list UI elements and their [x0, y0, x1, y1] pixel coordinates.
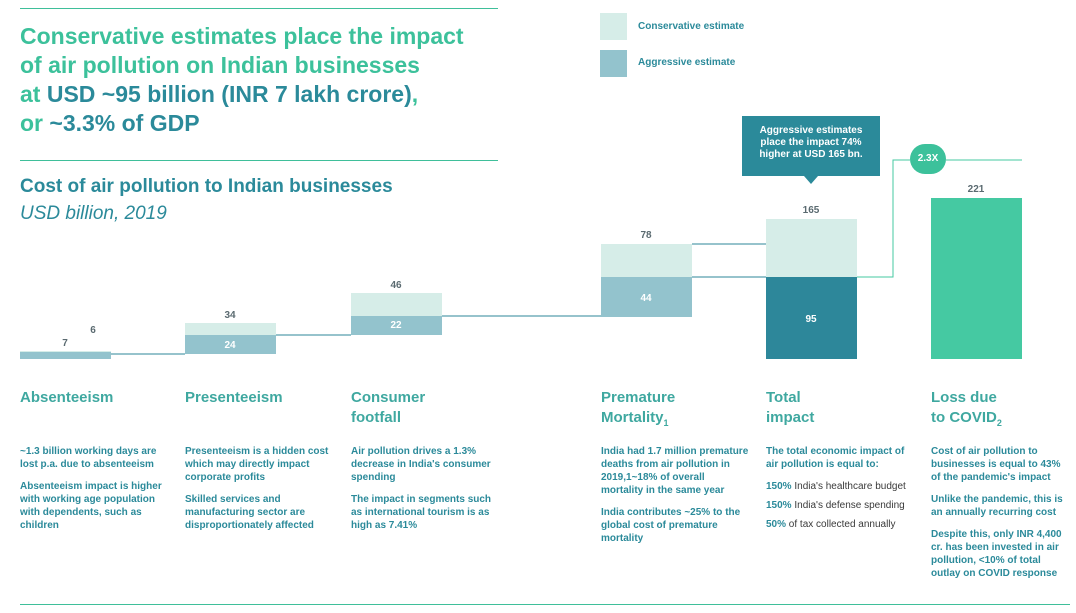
- callout-line-3: higher at USD 165 bn.: [759, 149, 863, 160]
- legend-swatch-conservative: [600, 13, 627, 40]
- headline-line-2: of air pollution on Indian businesses: [20, 52, 420, 78]
- col-title-loss-due-to-covid: Loss due to COVID2: [931, 388, 1002, 433]
- col-para: Unlike the pandemic, this is an annually…: [931, 494, 1063, 518]
- mid-divider: [20, 160, 498, 161]
- connector-to-covid: [857, 159, 910, 278]
- value-label: 165: [803, 205, 820, 216]
- value-label: 78: [640, 230, 652, 241]
- aggressive-callout: Aggressive estimates place the impact 74…: [742, 116, 880, 176]
- col-title-line: Premature: [601, 389, 676, 406]
- value-label: 221: [968, 184, 985, 195]
- value-label: 7: [62, 338, 68, 349]
- col-body-absenteeism: ~1.3 billion working days are lost p.a. …: [20, 445, 170, 541]
- top-divider: [20, 8, 498, 9]
- col-para: Skilled services and manufacturing secto…: [185, 494, 314, 531]
- col-para: India had 1.7 million premature deaths f…: [601, 446, 749, 496]
- col-title-presenteeism: Presenteeism: [185, 389, 283, 406]
- comparison-text: India's healthcare budget: [794, 481, 906, 492]
- comparison-item: 150% India's healthcare budget: [766, 480, 916, 493]
- col-title-total-impact: Total impact: [766, 388, 814, 428]
- comparison-value: 150%: [766, 500, 792, 511]
- col-title-line: to COVID2: [931, 408, 1002, 433]
- bar-aggressive: [20, 351, 111, 352]
- footnote-marker: 1: [663, 418, 669, 428]
- col-title-line: footfall: [351, 409, 401, 426]
- col-title-consumer-footfall: Consumer footfall: [351, 388, 425, 428]
- bar-aggressive: [766, 219, 857, 277]
- col-para: ~1.3 billion working days are lost p.a. …: [20, 446, 157, 470]
- headline-line-4: or ~3.3% of GDP: [20, 109, 500, 138]
- multiplier-badge: 2.3X: [910, 144, 946, 174]
- col-title-text: to COVID: [931, 409, 997, 426]
- value-label: 6: [90, 325, 96, 336]
- value-label: 95: [805, 314, 817, 325]
- bar-covid: [931, 198, 1022, 359]
- col-body-premature-mortality: India had 1.7 million premature deaths f…: [601, 445, 749, 554]
- col-body-loss-due-to-covid: Cost of air pollution to businesses is e…: [931, 445, 1071, 589]
- bar-aggressive: [185, 323, 276, 335]
- bar-conservative: [20, 352, 111, 359]
- headline-line-3-prefix: at: [20, 81, 47, 107]
- col-title-premature-mortality: Premature Mortality1: [601, 388, 675, 433]
- bar-aggressive: [601, 244, 692, 277]
- col-para: Cost of air pollution to businesses is e…: [931, 446, 1061, 483]
- chart-title: Cost of air pollution to Indian business…: [20, 176, 393, 197]
- chart-unit: USD billion, 2019: [20, 203, 167, 224]
- col-para: India contributes ~25% to the global cos…: [601, 507, 741, 544]
- col-para: The total economic impact of air polluti…: [766, 446, 905, 470]
- bar-conservative: [351, 316, 442, 335]
- col-title-line: Mortality1: [601, 408, 675, 433]
- comparison-text: India's defense spending: [794, 500, 905, 511]
- legend-swatch-aggressive: [600, 50, 627, 77]
- col-body-consumer-footfall: Air pollution drives a 1.3% decrease in …: [351, 445, 501, 541]
- col-body-total-impact: The total economic impact of air polluti…: [766, 445, 916, 537]
- comparison-value: 150%: [766, 481, 792, 492]
- bar-conservative: [601, 277, 692, 317]
- value-label: 22: [390, 320, 402, 331]
- bar-aggressive: [351, 293, 442, 316]
- value-label: 24: [224, 340, 236, 351]
- headline: Conservative estimates place the impact …: [20, 22, 500, 138]
- col-title-line: Loss due: [931, 389, 997, 406]
- col-para: The impact in segments such as internati…: [351, 494, 492, 531]
- col-title-line: Consumer: [351, 389, 426, 406]
- headline-line-3-suffix: ,: [411, 81, 419, 107]
- value-label: 46: [390, 280, 402, 291]
- col-para: Despite this, only INR 4,400 cr. has bee…: [931, 529, 1062, 579]
- comparison-text: of tax collected annually: [788, 519, 896, 530]
- value-label: 34: [224, 310, 236, 321]
- comparison-item: 150% India's defense spending: [766, 499, 916, 512]
- bottom-divider: [20, 604, 1070, 605]
- callout-line-1: Aggressive estimates: [759, 125, 863, 136]
- col-body-presenteeism: Presenteeism is a hidden cost which may …: [185, 445, 330, 541]
- callout-line-2: place the impact 74%: [760, 137, 862, 148]
- col-para: Presenteeism is a hidden cost which may …: [185, 446, 329, 483]
- col-para: Air pollution drives a 1.3% decrease in …: [351, 446, 491, 483]
- headline-line-4-prefix: or: [20, 110, 50, 136]
- legend-label-conservative: Conservative estimate: [638, 21, 745, 32]
- comparison-value: 50%: [766, 519, 787, 530]
- bar-conservative: [766, 277, 857, 359]
- callout-pointer: [804, 176, 818, 184]
- col-para: Absenteeism impact is higher with workin…: [20, 481, 162, 531]
- col-title-text: Mortality: [601, 409, 664, 426]
- headline-usd-highlight: USD ~95 billion (INR 7 lakh crore): [46, 81, 412, 107]
- legend-label-aggressive: Aggressive estimate: [638, 57, 736, 68]
- comparison-item: 50% of tax collected annually: [766, 518, 916, 531]
- bar-conservative: [185, 335, 276, 354]
- col-title-absenteeism: Absenteeism: [20, 389, 114, 406]
- headline-gdp-highlight: ~3.3% of GDP: [49, 110, 200, 136]
- col-title-line: Total: [766, 389, 801, 406]
- footnote-marker: 2: [996, 418, 1002, 428]
- headline-line-1: Conservative estimates place the impact: [20, 23, 464, 49]
- value-label: 44: [640, 293, 652, 304]
- col-title-line: impact: [766, 409, 815, 426]
- headline-line-3: at USD ~95 billion (INR 7 lakh crore),: [20, 80, 500, 109]
